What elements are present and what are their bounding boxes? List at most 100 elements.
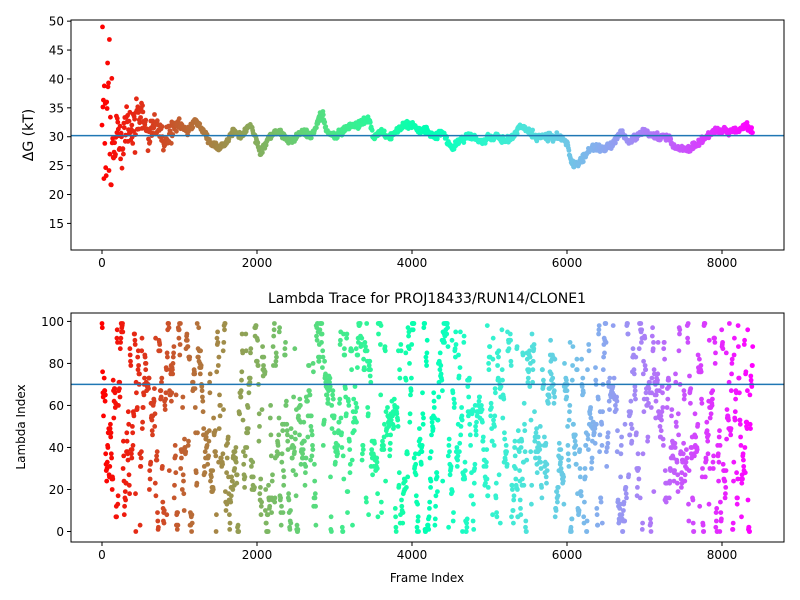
lambda-point	[199, 384, 205, 389]
lambda-point	[196, 325, 202, 331]
lambda-point	[378, 323, 384, 328]
lambda-point	[200, 409, 206, 415]
lambda-point	[685, 340, 691, 345]
lambda-point	[347, 470, 353, 476]
lambda-point	[408, 392, 413, 398]
lambda-point	[308, 413, 314, 419]
dg-y-axis-label: ΔG (kT)	[21, 109, 37, 161]
dg-point	[749, 125, 754, 131]
lambda-point	[342, 346, 347, 352]
lambda-point	[512, 453, 518, 459]
lambda-point	[142, 375, 147, 381]
lambda-point	[112, 386, 118, 391]
lambda-point	[345, 489, 351, 494]
lambda-point	[431, 398, 437, 404]
lambda-point	[636, 346, 642, 352]
lambda-point	[732, 409, 738, 415]
lambda-point	[116, 403, 121, 408]
y-tick-label: 30	[49, 130, 64, 144]
lambda-point	[143, 361, 149, 366]
lambda-point	[596, 327, 602, 333]
lambda-point	[681, 440, 686, 446]
lambda-point	[414, 524, 420, 530]
lambda-point	[491, 417, 496, 423]
lambda-point	[729, 356, 735, 362]
lambda-point	[169, 390, 175, 396]
lambda-point	[720, 340, 725, 345]
lambda-point	[735, 495, 740, 501]
dg-point	[174, 128, 179, 134]
lambda-point	[155, 510, 160, 515]
lambda-point	[338, 415, 344, 421]
lambda-point	[372, 440, 377, 446]
lambda-point	[469, 493, 475, 499]
lambda-point	[499, 367, 505, 373]
lambda-point	[530, 358, 536, 364]
lambda-point	[263, 487, 269, 492]
lambda-point	[154, 457, 160, 463]
lambda-point	[255, 337, 260, 343]
lambda-point	[690, 520, 696, 526]
lambda-point	[393, 529, 399, 534]
lambda-point	[521, 482, 527, 488]
lambda-point	[213, 529, 219, 534]
lambda-point	[400, 520, 406, 526]
lambda-point	[407, 411, 413, 417]
lambda-point	[186, 438, 191, 444]
lambda-point	[360, 443, 366, 448]
lambda-point	[437, 367, 443, 373]
lambda-point	[206, 453, 212, 459]
lambda-point	[202, 470, 208, 476]
lambda-point	[741, 342, 747, 347]
lambda-point	[652, 371, 657, 377]
lambda-point	[700, 466, 705, 471]
lambda-point	[633, 396, 638, 402]
dg-point	[161, 147, 166, 153]
lambda-point	[501, 396, 507, 402]
lambda-point	[303, 455, 309, 461]
lambda-point	[311, 369, 316, 375]
dg-point	[113, 152, 118, 157]
lambda-point	[515, 428, 521, 434]
lambda-point	[294, 522, 300, 528]
lambda-point	[623, 491, 629, 497]
lambda-point	[285, 447, 291, 452]
lambda-point	[465, 384, 471, 389]
lambda-point	[293, 436, 298, 442]
lambda-point	[619, 434, 624, 440]
lambda-point	[242, 474, 248, 480]
lambda-point	[519, 438, 525, 444]
lambda-point	[279, 503, 284, 509]
lambda-point	[618, 451, 624, 457]
lambda-point	[378, 499, 384, 505]
lambda-point	[419, 449, 425, 455]
lambda-point	[747, 392, 753, 398]
lambda-point	[141, 392, 147, 398]
dg-point	[132, 116, 138, 122]
dg-point	[750, 130, 755, 136]
lambda-point	[126, 421, 132, 427]
lambda-point	[385, 405, 390, 410]
lambda-point	[214, 369, 220, 375]
y-tick-label: 45	[49, 44, 64, 58]
lambda-point	[528, 449, 534, 455]
lambda-point	[636, 476, 642, 482]
dg-point	[140, 109, 146, 115]
lambda-point	[383, 478, 388, 484]
lambda-point	[143, 367, 149, 373]
lambda-point	[103, 451, 109, 457]
lambda-point	[471, 480, 477, 486]
lambda-y-ticks: 0 20 40 60 80 100	[41, 315, 71, 539]
lambda-point	[293, 493, 299, 499]
lambda-point	[272, 499, 278, 505]
lambda-point	[120, 329, 126, 335]
lambda-point	[562, 361, 567, 366]
lambda-point	[255, 363, 261, 368]
lambda-point	[599, 520, 605, 526]
lambda-point	[225, 440, 231, 446]
lambda-point	[734, 470, 739, 476]
lambda-point	[438, 363, 444, 368]
lambda-point	[394, 405, 400, 410]
lambda-point	[411, 321, 417, 326]
lambda-point	[425, 522, 431, 528]
